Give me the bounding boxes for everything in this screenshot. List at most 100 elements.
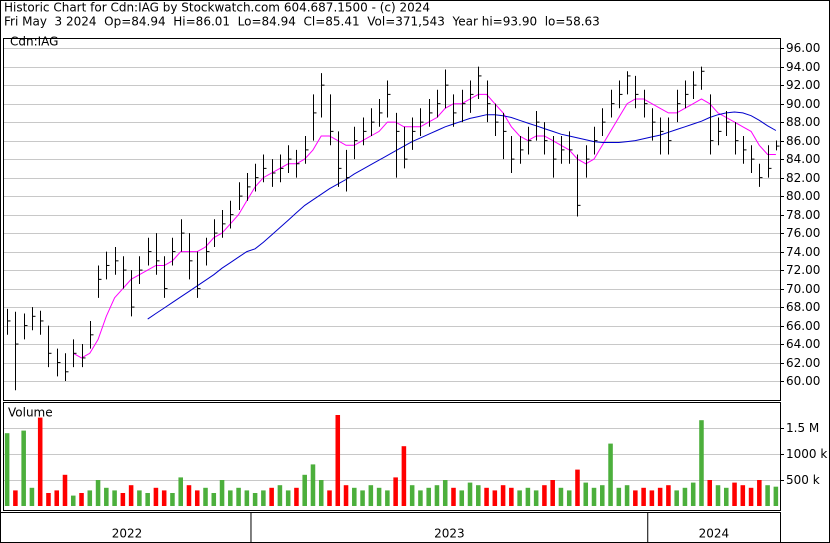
volume-bar: [765, 485, 770, 506]
volume-bar: [492, 490, 498, 506]
volume-bar: [707, 480, 713, 506]
volume-bar: [178, 477, 183, 506]
price-panel: [3, 38, 781, 401]
volume-bar: [542, 485, 547, 506]
y-tick-label: 500 k: [786, 473, 820, 487]
y-tick-label: 64.00: [786, 337, 820, 351]
volume-bar: [558, 487, 564, 506]
symbol-label: Cdn:IAG: [10, 35, 58, 49]
volume-bar: [343, 485, 349, 506]
volume-bar: [476, 485, 481, 506]
y-tick-label: 1.5 M: [786, 421, 819, 435]
volume-label: Volume: [8, 406, 53, 420]
volume-bar: [723, 487, 729, 506]
volume-bar: [360, 490, 365, 506]
volume-bar: [244, 490, 250, 506]
y-tick-label: 68.00: [786, 300, 820, 314]
volume-panel: [3, 402, 781, 511]
volume-bar: [335, 415, 341, 506]
volume-bar: [236, 487, 241, 506]
volume-bar: [525, 487, 531, 506]
volume-bar: [161, 490, 167, 506]
volume-bar: [591, 487, 597, 506]
volume-bar: [451, 487, 456, 506]
y-tick-label: 96.00: [786, 41, 820, 55]
y-tick-label: 84.00: [786, 152, 820, 166]
header-stats: Fri May 3 2024 Op=84.94 Hi=86.01 Lo=84.9…: [4, 15, 600, 29]
volume-bar: [773, 486, 779, 506]
y-tick-label: 92.00: [786, 78, 820, 92]
volume-bar: [583, 482, 589, 506]
x-tick-label: 2022: [112, 527, 143, 541]
volume-bar: [393, 477, 398, 506]
volume-bar: [550, 480, 555, 506]
volume-bar: [37, 417, 43, 506]
volume-bar: [285, 490, 291, 506]
volume-bar: [79, 493, 84, 506]
volume-bar: [459, 490, 465, 506]
volume-bar: [310, 464, 316, 506]
volume-bar: [137, 490, 142, 506]
x-tick-label: 2023: [434, 527, 465, 541]
volume-bar: [616, 487, 622, 506]
volume-bar: [186, 485, 192, 506]
volume-bar: [401, 446, 407, 506]
volume-bar: [62, 474, 68, 506]
volume-bar: [748, 487, 754, 506]
volume-bar: [385, 490, 390, 506]
volume-bar: [29, 487, 35, 506]
volume-bar: [666, 485, 671, 506]
volume-bar: [302, 474, 307, 506]
volume-bar: [13, 490, 18, 506]
volume-bar: [376, 487, 382, 506]
volume-bar: [120, 493, 126, 506]
volume-bar: [252, 493, 258, 506]
volume-bar: [112, 490, 117, 506]
y-tick-label: 66.00: [786, 319, 820, 333]
volume-bar: [757, 480, 762, 506]
header-title: Historic Chart for Cdn:IAG by Stockwatch…: [4, 1, 430, 15]
volume-bar: [674, 490, 679, 506]
volume-bar: [657, 487, 663, 506]
y-tick-label: 60.00: [786, 374, 820, 388]
volume-bar: [368, 485, 374, 506]
volume-bar: [740, 485, 746, 506]
volume-bar: [203, 487, 208, 506]
volume-bar: [575, 469, 580, 506]
volume-bar: [624, 485, 630, 506]
volume-bar: [641, 487, 646, 506]
volume-bar: [715, 485, 721, 506]
volume-bar: [211, 493, 217, 506]
volume-bar: [732, 482, 737, 506]
volume-bar: [269, 487, 274, 506]
volume-bar: [54, 490, 60, 506]
volume-bar: [261, 490, 266, 506]
y-tick-label: 82.00: [786, 171, 820, 185]
volume-bar: [277, 485, 283, 506]
volume-bar: [145, 493, 150, 506]
y-tick-label: 1000 k: [786, 447, 827, 461]
volume-bar: [500, 485, 506, 506]
volume-bar: [509, 487, 514, 506]
volume-bar: [21, 430, 26, 506]
volume-bar: [170, 493, 175, 506]
volume-bar: [633, 490, 638, 506]
volume-bar: [4, 433, 10, 506]
y-tick-label: 72.00: [786, 263, 820, 277]
volume-bar: [484, 487, 489, 506]
volume-bar: [608, 443, 613, 506]
y-tick-label: 76.00: [786, 226, 820, 240]
volume-bar: [434, 485, 440, 506]
volume-bar: [699, 420, 704, 506]
volume-bar: [566, 490, 572, 506]
volume-bar: [517, 490, 522, 506]
volume-bar: [294, 487, 299, 506]
volume-bar: [95, 480, 101, 506]
volume-bar: [318, 480, 324, 506]
y-tick-label: 88.00: [786, 115, 820, 129]
volume-bar: [87, 490, 93, 506]
volume-bar: [228, 490, 233, 506]
volume-bar: [442, 480, 448, 506]
